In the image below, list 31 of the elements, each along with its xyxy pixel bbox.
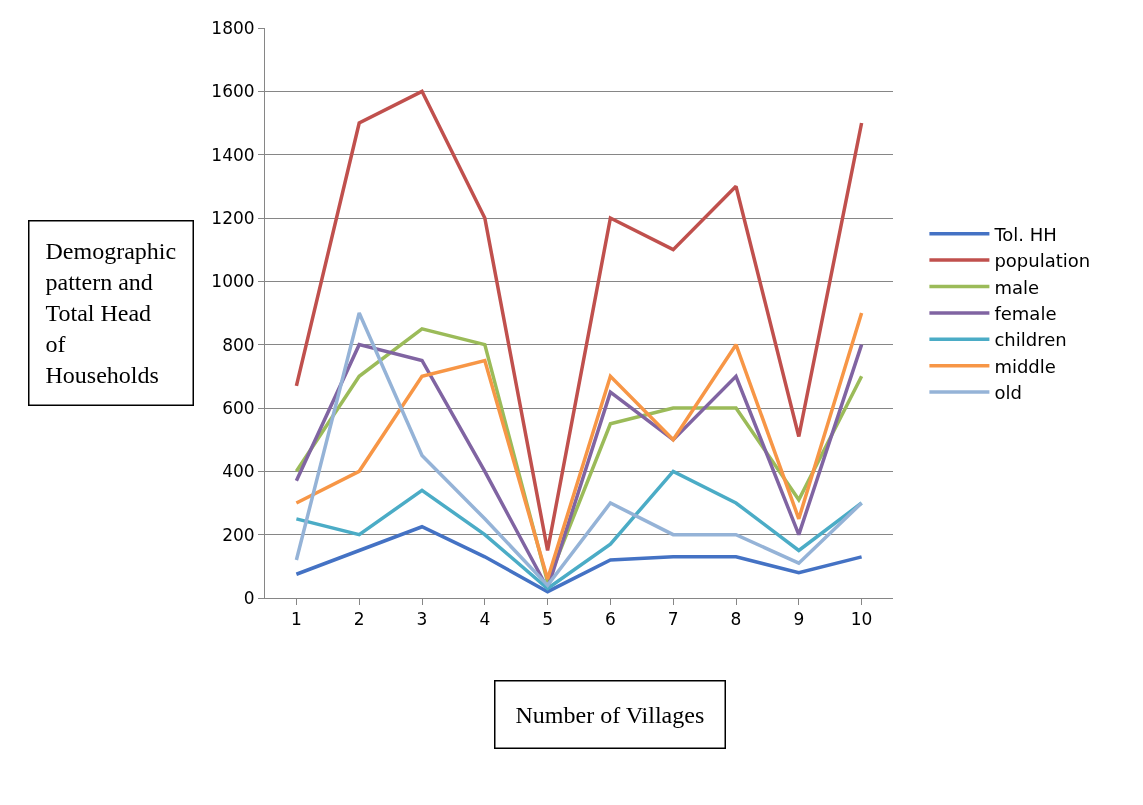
y-tick-label: 1400 — [211, 144, 255, 165]
y-tick-label: 200 — [222, 524, 255, 545]
y-tick-label: 1000 — [211, 271, 255, 292]
legend-label: population — [994, 250, 1091, 272]
y-tick-label: 0 — [243, 587, 255, 608]
legend-label: old — [994, 382, 1022, 404]
x-tick-label: 6 — [604, 609, 616, 630]
legend-label: children — [994, 329, 1067, 351]
legend-label: female — [994, 302, 1057, 324]
x-tick-label: 3 — [416, 609, 428, 630]
x-tick-label: 2 — [353, 609, 365, 630]
y-tick-label: 1800 — [211, 17, 255, 38]
x-tick-label: 4 — [479, 609, 491, 630]
x-tick-label: 8 — [730, 609, 742, 630]
x-tick-label: 9 — [793, 609, 805, 630]
legend-label: Tol. HH — [993, 223, 1057, 245]
legend-label: middle — [994, 355, 1056, 377]
x-tick-label: 7 — [667, 609, 679, 630]
x-tick-label: 10 — [850, 609, 873, 630]
y-tick-label: 400 — [222, 461, 255, 482]
legend-label: male — [994, 276, 1040, 298]
line-series — [294, 89, 864, 553]
y-tick-label: 1200 — [211, 207, 255, 228]
y-tick-label: 800 — [222, 334, 255, 355]
y-axis-title: Demographic pattern and Total Head of Households — [45, 237, 177, 389]
line-series — [294, 525, 864, 594]
y-tick-label: 1600 — [211, 81, 255, 102]
x-axis-title: Number of Villages — [515, 701, 705, 728]
y-tick-label: 600 — [222, 397, 255, 418]
x-tick-label: 1 — [290, 609, 302, 630]
x-tick-label: 5 — [542, 609, 554, 630]
